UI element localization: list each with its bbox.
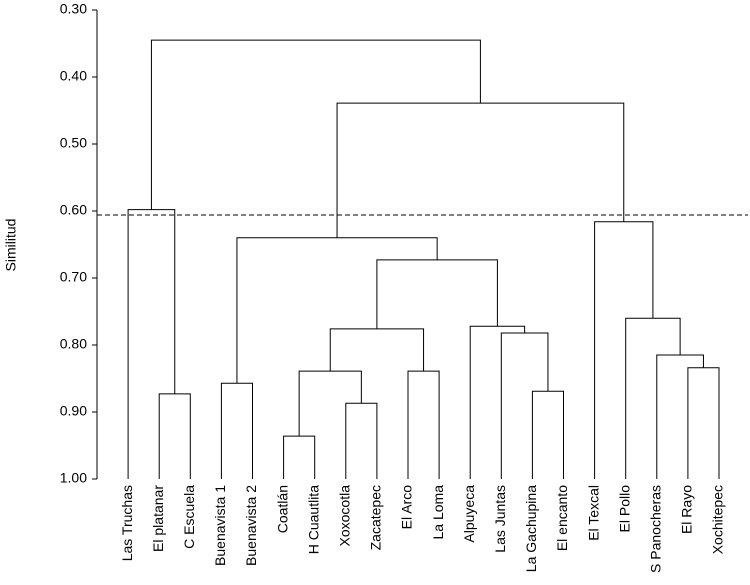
y-tick-label: 0.80 — [60, 336, 87, 352]
merge-link — [625, 317, 681, 479]
merge-link — [220, 382, 253, 479]
leaf-label: El encanto — [554, 485, 570, 551]
leaf-label: La Loma — [430, 485, 446, 540]
leaf-label: Coatlán — [274, 485, 290, 533]
leaf-label: C Escuela — [181, 485, 197, 549]
merge-link — [531, 390, 564, 479]
leaf-label: Zacatepec — [368, 485, 384, 550]
merge-link — [158, 393, 191, 479]
leaf-label: Xoxocotla — [337, 485, 353, 547]
merge-link — [594, 221, 654, 479]
y-tick-label: 0.60 — [60, 202, 87, 218]
merge-link — [376, 259, 498, 329]
y-tick-label: 0.40 — [60, 68, 87, 84]
merge-link — [656, 354, 704, 479]
y-tick-label: 0.90 — [60, 403, 87, 419]
leaf-label: Xochitepec — [710, 485, 726, 554]
y-tick-label: 1.00 — [60, 470, 87, 486]
merge-link — [329, 328, 425, 372]
merge-link — [150, 39, 481, 210]
leaf-label: S Panocheras — [648, 485, 664, 573]
merge-link — [469, 325, 526, 479]
leaf-label: El Rayo — [679, 485, 695, 534]
merge-link — [336, 102, 625, 238]
leaf-label: Alpuyeca — [461, 485, 477, 543]
leaf-label: Las Juntas — [492, 485, 508, 553]
merge-link — [345, 402, 378, 479]
y-axis-label: Similitud — [3, 219, 19, 272]
leaf-label: Las Truchas — [119, 485, 135, 561]
merge-link — [407, 370, 440, 479]
merge-link — [127, 209, 176, 479]
y-tick-label: 0.70 — [60, 269, 87, 285]
leaf-label: El Texcal — [585, 485, 601, 541]
leaf-label: El platanar — [150, 485, 166, 552]
merge-link — [687, 367, 720, 479]
y-tick-label: 0.30 — [60, 1, 87, 17]
merge-link — [500, 332, 549, 479]
y-tick-label: 0.50 — [60, 135, 87, 151]
leaf-label: Buenavista 2 — [243, 485, 259, 566]
leaf-label: H Cuautlita — [305, 485, 321, 554]
leaf-label: La Gachupina — [523, 485, 539, 572]
leaf-label: El Arco — [399, 485, 415, 530]
merge-link — [283, 435, 316, 479]
leaf-label: Buenavista 1 — [212, 485, 228, 566]
leaf-label: El Pollo — [616, 485, 632, 533]
